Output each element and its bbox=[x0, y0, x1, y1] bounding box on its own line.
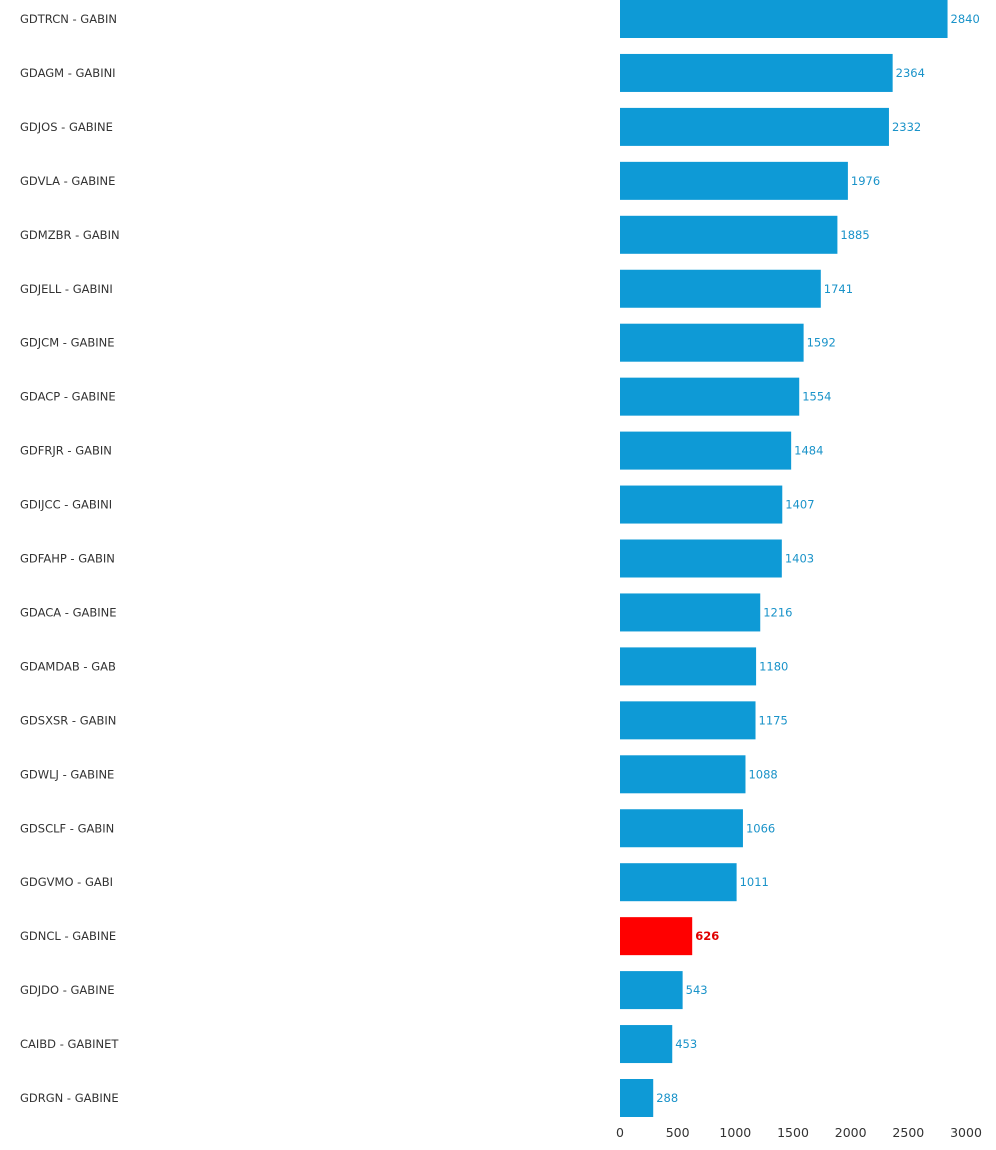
value-label: 543 bbox=[686, 983, 708, 997]
category-label: GDSXSR - GABIN bbox=[20, 713, 116, 727]
bars bbox=[620, 0, 948, 1117]
bar bbox=[620, 1025, 673, 1064]
category-label: GDRGN - GABINE bbox=[20, 1091, 119, 1105]
category-label: GDACA - GABINE bbox=[20, 605, 117, 619]
value-label: 288 bbox=[656, 1091, 678, 1105]
bar bbox=[620, 431, 792, 470]
bar bbox=[620, 701, 756, 740]
value-label: 1175 bbox=[759, 713, 788, 727]
category-label: GDJOS - GABINE bbox=[20, 120, 113, 134]
value-labels: 2840 2364 2332 1976 1885 1741 1592 1554 1484 1407… bbox=[656, 12, 980, 1105]
x-tick-label: 1000 bbox=[719, 1125, 751, 1140]
bar bbox=[620, 377, 800, 416]
category-label: GDIJCC - GABINI bbox=[20, 498, 112, 512]
value-label: 1741 bbox=[824, 282, 853, 296]
bar bbox=[620, 593, 761, 632]
bar bbox=[620, 269, 821, 308]
value-label: 1403 bbox=[785, 552, 814, 566]
value-label: 1011 bbox=[740, 875, 769, 889]
bar bbox=[620, 0, 948, 38]
category-label: GDFAHP - GABIN bbox=[20, 552, 115, 566]
category-label: GDMZBR - GABIN bbox=[20, 228, 120, 242]
category-label: GDNCL - GABINE bbox=[20, 929, 116, 943]
bar bbox=[620, 485, 783, 524]
value-label: 1484 bbox=[794, 444, 823, 458]
category-label: GDAGM - GABINI bbox=[20, 66, 116, 80]
value-label: 1066 bbox=[746, 821, 775, 835]
value-label: 1885 bbox=[840, 228, 869, 242]
bar bbox=[620, 755, 746, 794]
value-label: 626 bbox=[695, 929, 719, 943]
value-label: 1976 bbox=[851, 174, 880, 188]
category-label: GDSCLF - GABIN bbox=[20, 821, 114, 835]
value-label: 2840 bbox=[951, 12, 980, 26]
value-label: 2364 bbox=[896, 66, 925, 80]
value-label: 1088 bbox=[748, 767, 777, 781]
value-label: 453 bbox=[675, 1037, 697, 1051]
category-label: GDWLJ - GABINE bbox=[20, 767, 114, 781]
value-label: 1592 bbox=[807, 336, 836, 350]
category-label: GDJELL - GABINI bbox=[20, 282, 113, 296]
value-label: 2332 bbox=[892, 120, 921, 134]
category-label: GDJCM - GABINE bbox=[20, 336, 115, 350]
x-tick-label: 0 bbox=[616, 1125, 624, 1140]
bar bbox=[620, 1079, 654, 1117]
bar bbox=[620, 863, 737, 902]
bar bbox=[620, 809, 743, 848]
bar bbox=[620, 539, 782, 578]
value-label: 1407 bbox=[785, 498, 814, 512]
x-tick-label: 500 bbox=[666, 1125, 690, 1140]
x-tick-label: 3000 bbox=[950, 1125, 982, 1140]
x-tick-label: 2000 bbox=[835, 1125, 867, 1140]
category-label: CAIBD - GABINET bbox=[20, 1037, 119, 1051]
bar bbox=[620, 971, 683, 1010]
bar bbox=[620, 161, 848, 200]
value-label: 1216 bbox=[763, 605, 792, 619]
bar-highlighted bbox=[620, 917, 693, 956]
category-label: GDAMDAB - GAB bbox=[20, 659, 116, 673]
value-label: 1180 bbox=[759, 659, 788, 673]
bar bbox=[620, 107, 889, 146]
x-tick-label: 1500 bbox=[777, 1125, 809, 1140]
bar bbox=[620, 647, 757, 686]
category-label: GDTRCN - GABIN bbox=[20, 12, 117, 26]
category-label: GDVLA - GABINE bbox=[20, 174, 115, 188]
value-label: 1554 bbox=[802, 390, 831, 404]
category-labels: GDTRCN - GABIN GDAGM - GABINI GDJOS - GABI… bbox=[20, 12, 120, 1105]
category-label: GDGVMO - GABI bbox=[20, 875, 113, 889]
bar bbox=[620, 53, 893, 92]
category-label: GDFRJR - GABIN bbox=[20, 444, 112, 458]
category-label: GDACP - GABINE bbox=[20, 390, 116, 404]
bar bbox=[620, 215, 838, 254]
bar bbox=[620, 323, 804, 362]
x-tick-label: 2500 bbox=[892, 1125, 924, 1140]
x-axis: 0 500 1000 1500 2000 2500 3000 bbox=[616, 1125, 982, 1140]
category-label: GDJDO - GABINE bbox=[20, 983, 114, 997]
